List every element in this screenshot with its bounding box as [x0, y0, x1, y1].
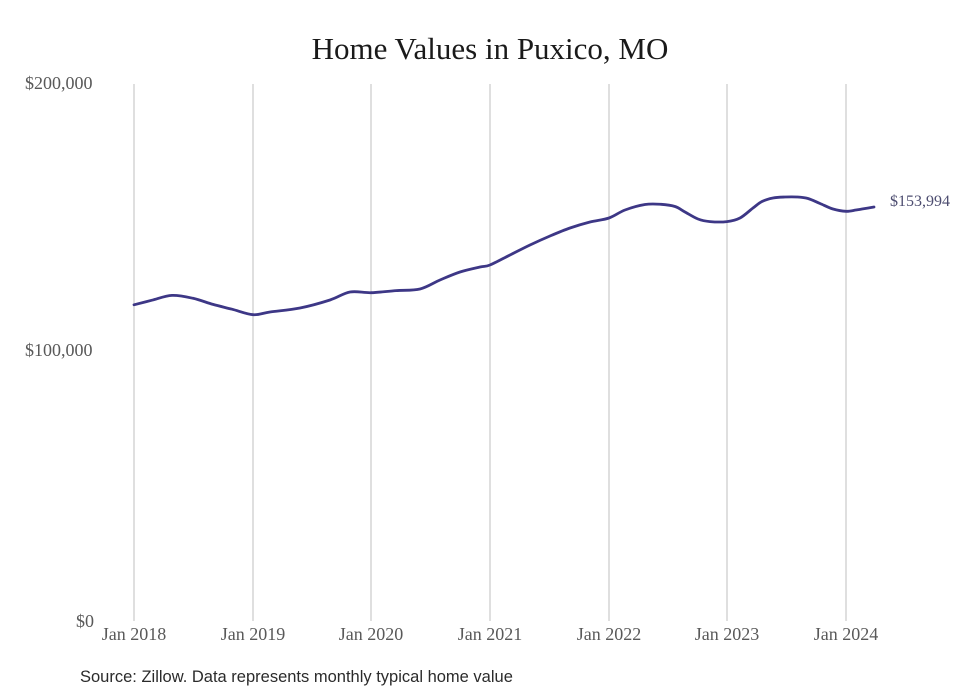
svg-text:Jan 2022: Jan 2022: [577, 624, 642, 644]
svg-text:Jan 2023: Jan 2023: [695, 624, 760, 644]
svg-text:$100,000: $100,000: [25, 340, 93, 360]
svg-text:$0: $0: [76, 611, 94, 631]
svg-text:Jan 2024: Jan 2024: [814, 624, 879, 644]
svg-text:Jan 2020: Jan 2020: [339, 624, 404, 644]
svg-text:Jan 2021: Jan 2021: [458, 624, 523, 644]
svg-text:$153,994: $153,994: [890, 193, 950, 210]
svg-text:Jan 2018: Jan 2018: [102, 624, 167, 644]
svg-text:Jan 2019: Jan 2019: [221, 624, 286, 644]
svg-text:$200,000: $200,000: [25, 73, 93, 93]
